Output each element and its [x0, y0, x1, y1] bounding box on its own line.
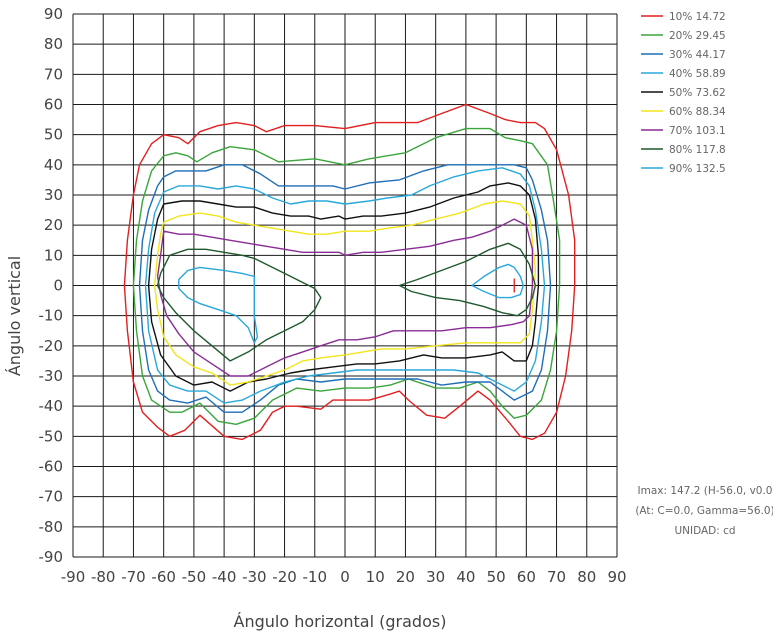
- y-tick-label: 90: [44, 5, 63, 23]
- y-tick-label: -80: [39, 518, 64, 536]
- contour-line: [147, 182, 540, 392]
- legend: 10% 14.72 20% 29.45 30% 44.17 40% 58.89 50% …: [641, 11, 726, 175]
- contour-curves: [123, 103, 576, 441]
- x-tick-label: 80: [577, 568, 596, 586]
- x-tick-label: -70: [121, 568, 146, 586]
- contour-line: [156, 218, 534, 377]
- x-tick-label: 60: [517, 568, 536, 586]
- x-tick-label: -20: [272, 568, 297, 586]
- y-tick-label: 70: [44, 65, 63, 83]
- legend-label: 40% 58.89: [669, 68, 726, 80]
- x-tick-labels: -90 -80 -70 -60 -50 -40 -30 -20 -10 0 10 20 30 40 50 60…: [61, 568, 627, 586]
- x-tick-label: 50: [487, 568, 506, 586]
- y-tick-label: 30: [44, 186, 63, 204]
- y-tick-labels: 90 80 70 60 50 40 30 20 10 0 -10 -20 -30 -40 -50 -60 -70…: [39, 5, 64, 566]
- x-tick-label: -90: [61, 568, 86, 586]
- y-tick-label: -70: [39, 488, 64, 506]
- y-tick-label: 50: [44, 126, 63, 144]
- chart-grid: [72, 13, 618, 558]
- contour-line: [399, 242, 537, 317]
- y-tick-label: -30: [39, 367, 64, 385]
- contour-line: [138, 164, 552, 413]
- legend-label: 20% 29.45: [669, 30, 726, 42]
- x-tick-label: 30: [426, 568, 445, 586]
- legend-label: 60% 88.34: [669, 106, 726, 118]
- x-tick-label: 40: [456, 568, 475, 586]
- contour-line: [123, 103, 576, 441]
- info-at: (At: C=0.0, Gamma=56.0): [635, 505, 773, 517]
- y-tick-label: 20: [44, 216, 63, 234]
- x-tick-label: 70: [547, 568, 566, 586]
- y-tick-label: 40: [44, 156, 63, 174]
- x-tick-label: -40: [212, 568, 237, 586]
- y-tick-label: 0: [53, 277, 63, 295]
- contour-line: [178, 266, 259, 344]
- contour-line: [156, 248, 322, 362]
- x-tick-label: -10: [303, 568, 328, 586]
- y-tick-label: 60: [44, 96, 63, 114]
- y-tick-label: -90: [39, 548, 64, 566]
- info-unit: UNIDAD: cd: [674, 525, 735, 537]
- legend-label: 10% 14.72: [669, 11, 726, 23]
- contour-line: [144, 167, 546, 404]
- legend-label: 90% 132.5: [669, 163, 726, 175]
- y-axis-title: Ángulo vertical: [5, 256, 24, 376]
- legend-label: 70% 103.1: [669, 125, 726, 137]
- x-tick-label: 10: [366, 568, 385, 586]
- x-tick-label: 0: [340, 568, 350, 586]
- y-tick-label: 10: [44, 246, 63, 264]
- y-tick-label: -60: [39, 458, 64, 476]
- info-block: Imax: 147.2 (H-56.0, v0.0 (At: C=0.0, Ga…: [635, 485, 773, 537]
- y-tick-label: -10: [39, 307, 64, 325]
- y-tick-label: -40: [39, 397, 64, 415]
- x-tick-label: -80: [91, 568, 116, 586]
- x-tick-label: -50: [182, 568, 207, 586]
- x-axis-title: Ángulo horizontal (grados): [234, 612, 447, 631]
- x-tick-label: 90: [607, 568, 626, 586]
- contour-line: [132, 127, 561, 425]
- y-tick-label: 80: [44, 35, 63, 53]
- y-tick-label: -20: [39, 337, 64, 355]
- x-tick-label: -60: [151, 568, 176, 586]
- contour-line: [471, 263, 524, 299]
- y-tick-label: -50: [39, 427, 64, 445]
- info-imax: Imax: 147.2 (H-56.0, v0.0: [638, 485, 773, 497]
- contour-line: [153, 200, 537, 386]
- x-tick-label: -30: [242, 568, 267, 586]
- x-tick-label: 20: [396, 568, 415, 586]
- legend-label: 80% 117.8: [669, 144, 726, 156]
- legend-label: 30% 44.17: [669, 49, 726, 61]
- legend-label: 50% 73.62: [669, 87, 726, 99]
